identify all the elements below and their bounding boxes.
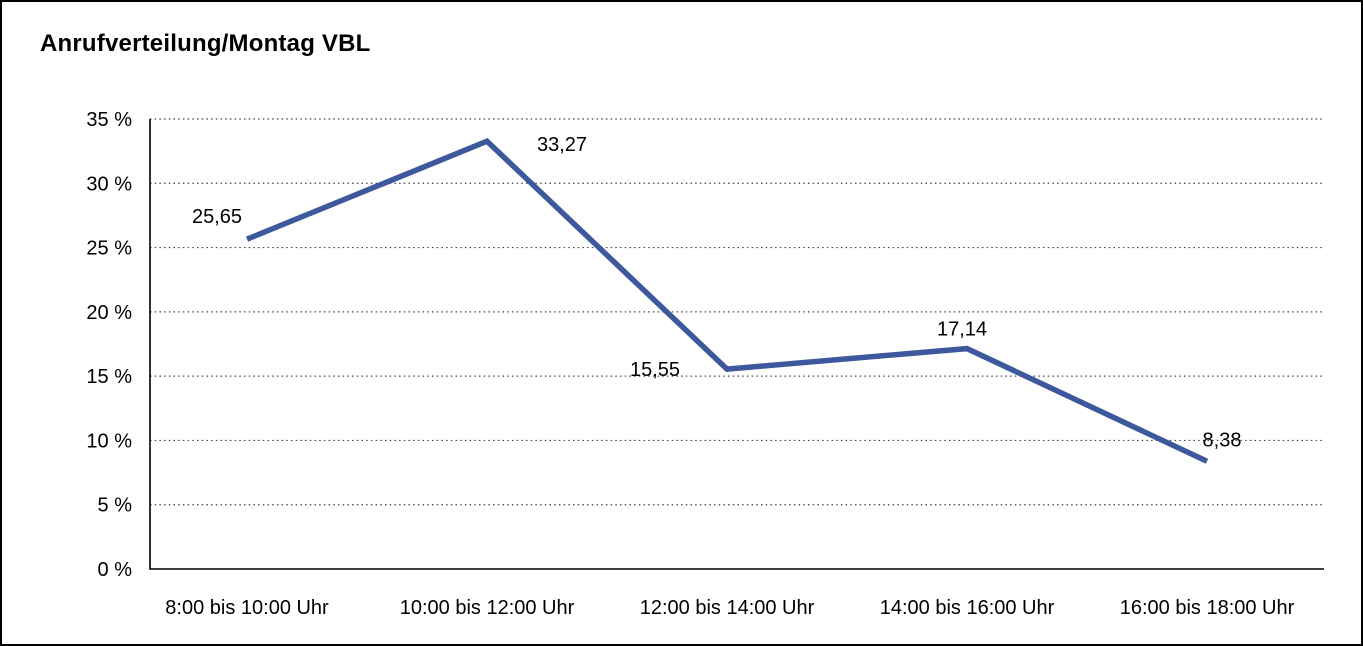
series-line (245, 137, 1209, 464)
data-point-label: 25,65 (192, 206, 242, 228)
y-axis-tick-label: 25 % (86, 238, 132, 260)
y-axis-tick-label: 35 % (86, 109, 132, 131)
data-point-label: 8,38 (1203, 429, 1242, 451)
y-axis-tick-label: 5 % (98, 495, 133, 517)
y-axis-tick-label: 0 % (98, 559, 133, 581)
x-axis-tick-label: 14:00 bis 16:00 Uhr (880, 597, 1055, 619)
x-axis-tick-label: 16:00 bis 18:00 Uhr (1120, 597, 1295, 619)
data-point-label: 15,55 (630, 359, 680, 381)
axis-lines (149, 119, 1324, 570)
x-axis-tick-label: 10:00 bis 12:00 Uhr (400, 597, 575, 619)
y-axis-tick-label: 15 % (86, 366, 132, 388)
chart-title: Anrufverteilung/Montag VBL (40, 30, 371, 57)
y-axis-tick-label: 30 % (86, 173, 132, 195)
x-axis-tick-label: 12:00 bis 14:00 Uhr (640, 597, 815, 619)
y-axis-tick-label: 20 % (86, 302, 132, 324)
data-point-label: 17,14 (937, 319, 987, 341)
x-axis-tick-label: 8:00 bis 10:00 Uhr (165, 597, 329, 619)
y-axis-tick-label: 10 % (86, 430, 132, 452)
data-point-label: 33,27 (537, 134, 587, 156)
